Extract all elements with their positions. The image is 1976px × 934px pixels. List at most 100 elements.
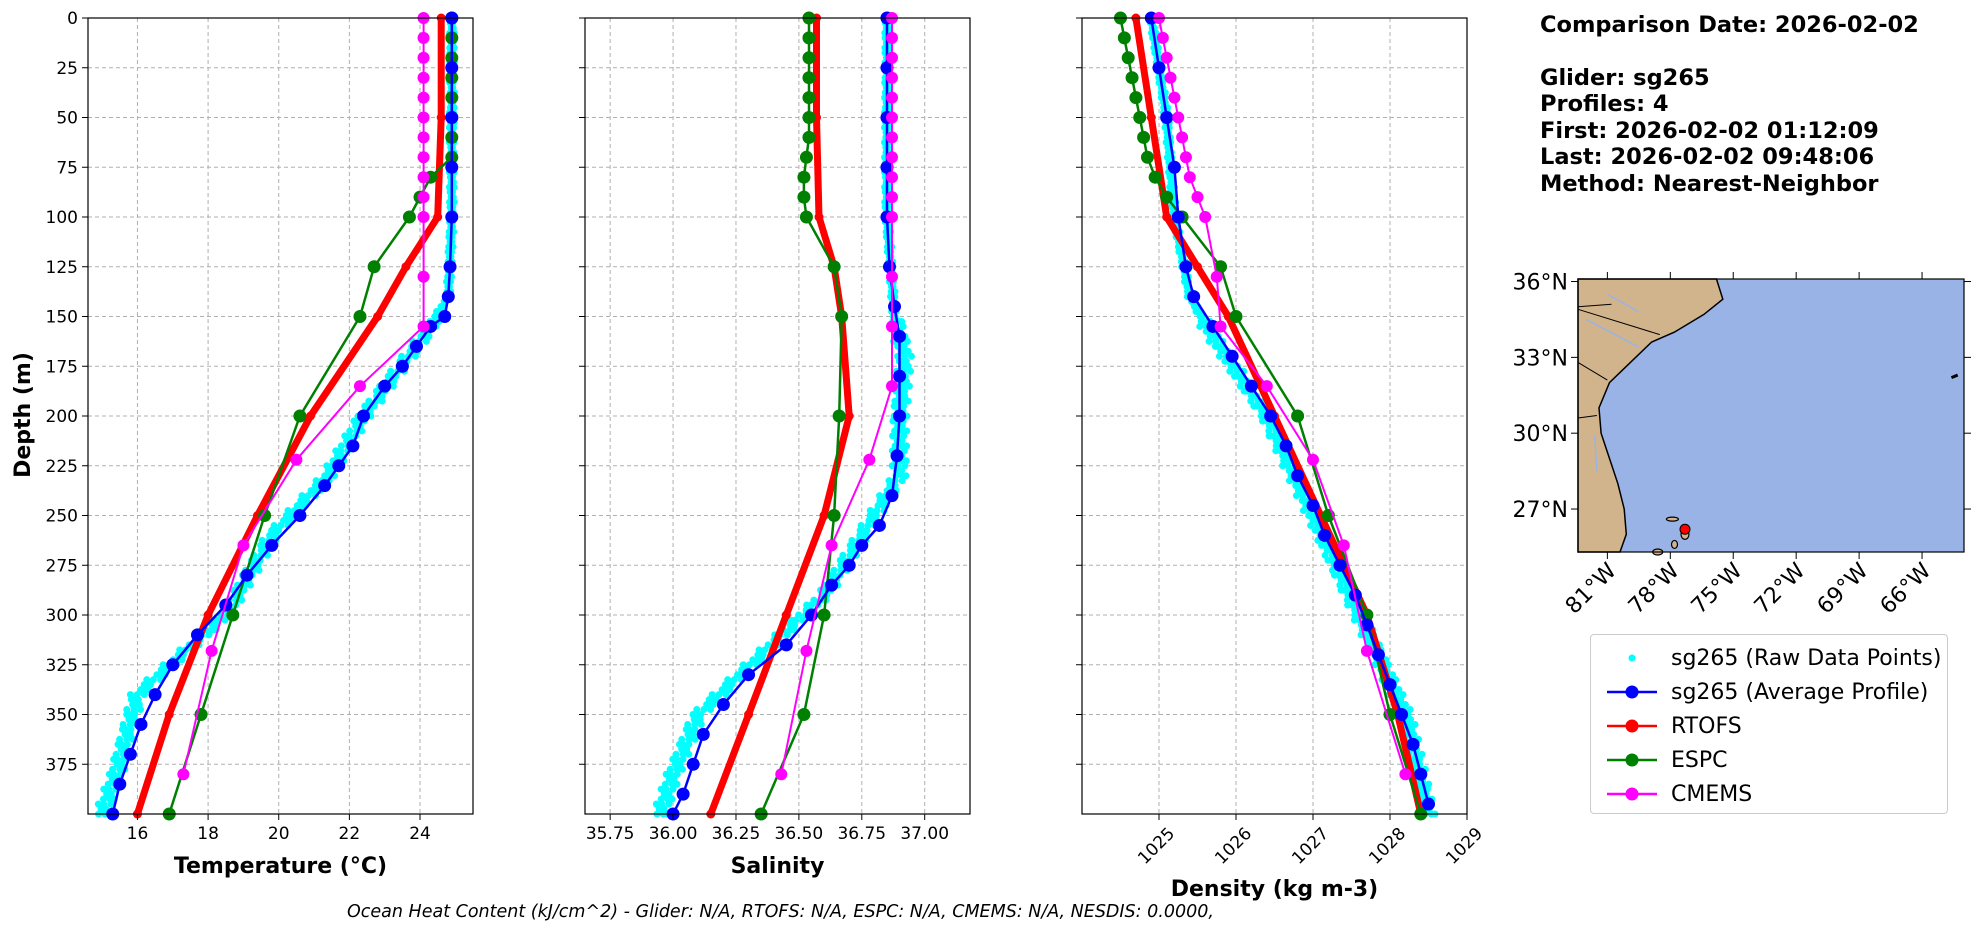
series-point (445, 111, 459, 124)
lat-tick-label: 27°N (1513, 498, 1568, 523)
series-point (1214, 260, 1228, 274)
series-point (1164, 71, 1177, 84)
series-point (744, 710, 754, 719)
series-point (885, 111, 898, 124)
series-point (1225, 349, 1239, 363)
series-point (1422, 797, 1435, 811)
series-point (1156, 31, 1169, 44)
first-time: First: 2026-02-02 01:12:09 (1540, 117, 1879, 144)
legend-cmems-swatch (1607, 787, 1657, 801)
raw-point (679, 750, 687, 758)
legend-label: CMEMS (1671, 782, 1753, 807)
series-point (1179, 151, 1192, 164)
y-tick-label: 25 (56, 59, 78, 79)
series-sg265 (666, 11, 907, 821)
series-point (353, 380, 366, 393)
series-point (888, 300, 902, 314)
series-point (1191, 191, 1204, 204)
series-point (1214, 320, 1227, 333)
profile-count: Profiles: 4 (1540, 91, 1669, 117)
series-point (893, 329, 907, 343)
comparison-date: Comparison Date: 2026-02-02 (1540, 12, 1919, 38)
series-point (417, 151, 430, 164)
raw-point (1285, 477, 1293, 485)
series-point (885, 270, 898, 283)
series-point (395, 359, 409, 373)
lon-tick-label: 66°W (1876, 558, 1937, 619)
legend-item-raw: sg265 (Raw Data Points) (1599, 642, 1941, 676)
series-point (417, 31, 430, 44)
series-point (205, 644, 218, 657)
series-point (445, 160, 459, 174)
series-point (123, 747, 137, 761)
series-point (1229, 310, 1243, 323)
raw-point (888, 462, 896, 470)
series-point (203, 610, 213, 620)
x-tick-label: 16 (127, 824, 149, 844)
y-tick-label: 325 (46, 656, 78, 676)
series-point (775, 768, 788, 781)
series-point (1279, 439, 1293, 453)
raw-point (140, 691, 148, 699)
x-tick-label: 35.75 (586, 824, 635, 844)
raw-point (907, 352, 915, 360)
series-point (1260, 380, 1273, 393)
raw-point (246, 581, 254, 589)
y-tick-label: 375 (46, 755, 78, 775)
raw-point (205, 631, 213, 639)
raw-point (665, 800, 673, 808)
series-point (802, 91, 816, 105)
x-tick-label: 36.25 (712, 824, 761, 844)
series-sg265 (1144, 11, 1435, 811)
y-tick-label: 0 (67, 9, 78, 29)
series-point (1176, 131, 1189, 144)
panel-0: 0 25 50 75 100 125 150 175 200 225 250 275 300 325 350… (46, 9, 474, 879)
series-point (885, 131, 898, 144)
series-line (707, 18, 853, 816)
series-point (1244, 379, 1258, 393)
y-tick-label: 225 (46, 457, 78, 477)
series-point (353, 310, 367, 323)
x-tick-label: 22 (339, 824, 361, 844)
series-point (835, 310, 849, 323)
series-point (825, 539, 838, 552)
series-point (166, 658, 180, 672)
raw-point (1253, 402, 1261, 410)
lat-tick-label: 33°N (1513, 346, 1568, 371)
x-tick-label: 24 (409, 824, 431, 844)
x-tick-label: 1029 (1442, 824, 1487, 869)
series-point (1360, 618, 1374, 632)
raw-point (691, 720, 699, 728)
x-axis-label: Salinity (731, 854, 825, 879)
raw-point (830, 566, 838, 574)
series-point (1210, 270, 1223, 283)
series-point (802, 71, 816, 85)
lat-tick-label: 36°N (1513, 271, 1568, 296)
series-point (258, 509, 272, 522)
raw-point (153, 671, 161, 679)
lon-tick-label: 75°W (1687, 558, 1748, 619)
lon-tick-label: 72°W (1750, 558, 1811, 619)
series-point (1140, 150, 1154, 164)
series-point (676, 787, 690, 801)
river (1607, 293, 1640, 313)
series-point (417, 51, 430, 64)
series-point (800, 644, 813, 657)
series-point (417, 191, 430, 204)
raw-point (221, 616, 229, 624)
y-tick-label: 175 (46, 357, 78, 377)
series-point (885, 191, 898, 204)
raw-point (99, 795, 107, 803)
lon-tick-label: 78°W (1624, 558, 1685, 619)
series-point (696, 727, 710, 741)
info-block: Comparison Date: 2026-02-02 Glider: sg26… (1540, 12, 1919, 197)
series-point (844, 411, 854, 421)
series-point (827, 260, 841, 274)
series-cmems (1153, 12, 1412, 781)
series-point (1171, 210, 1185, 224)
series-point (1129, 91, 1143, 105)
raw-point (673, 770, 681, 778)
series-point (1162, 212, 1172, 222)
series-point (742, 668, 756, 682)
raw-point (903, 337, 911, 345)
